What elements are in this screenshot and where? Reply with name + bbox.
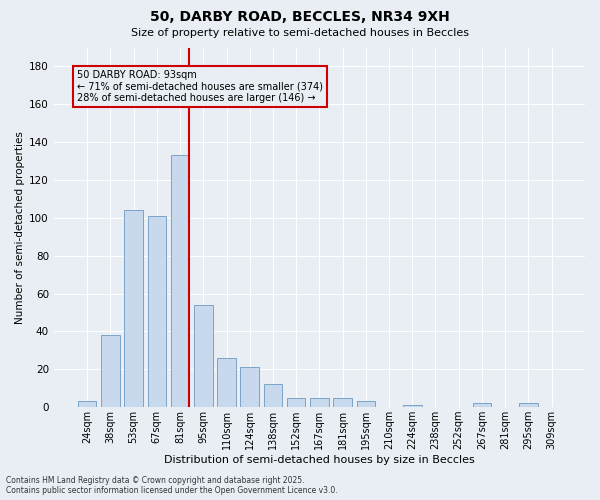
Bar [241,368,259,407]
Bar [473,404,491,407]
Bar [287,398,305,407]
Text: Size of property relative to semi-detached houses in Beccles: Size of property relative to semi-detach… [131,28,469,38]
Bar [194,305,212,407]
Bar [148,216,166,407]
X-axis label: Distribution of semi-detached houses by size in Beccles: Distribution of semi-detached houses by … [164,455,475,465]
Bar [78,402,97,407]
Bar [519,404,538,407]
Text: Contains HM Land Registry data © Crown copyright and database right 2025.
Contai: Contains HM Land Registry data © Crown c… [6,476,338,495]
Bar [403,406,422,407]
Text: 50 DARBY ROAD: 93sqm
← 71% of semi-detached houses are smaller (374)
28% of semi: 50 DARBY ROAD: 93sqm ← 71% of semi-detac… [77,70,323,103]
Bar [334,398,352,407]
Bar [217,358,236,407]
Text: 50, DARBY ROAD, BECCLES, NR34 9XH: 50, DARBY ROAD, BECCLES, NR34 9XH [150,10,450,24]
Bar [124,210,143,407]
Y-axis label: Number of semi-detached properties: Number of semi-detached properties [15,131,25,324]
Bar [356,402,375,407]
Bar [310,398,329,407]
Bar [263,384,282,407]
Bar [101,335,120,407]
Bar [171,156,190,407]
